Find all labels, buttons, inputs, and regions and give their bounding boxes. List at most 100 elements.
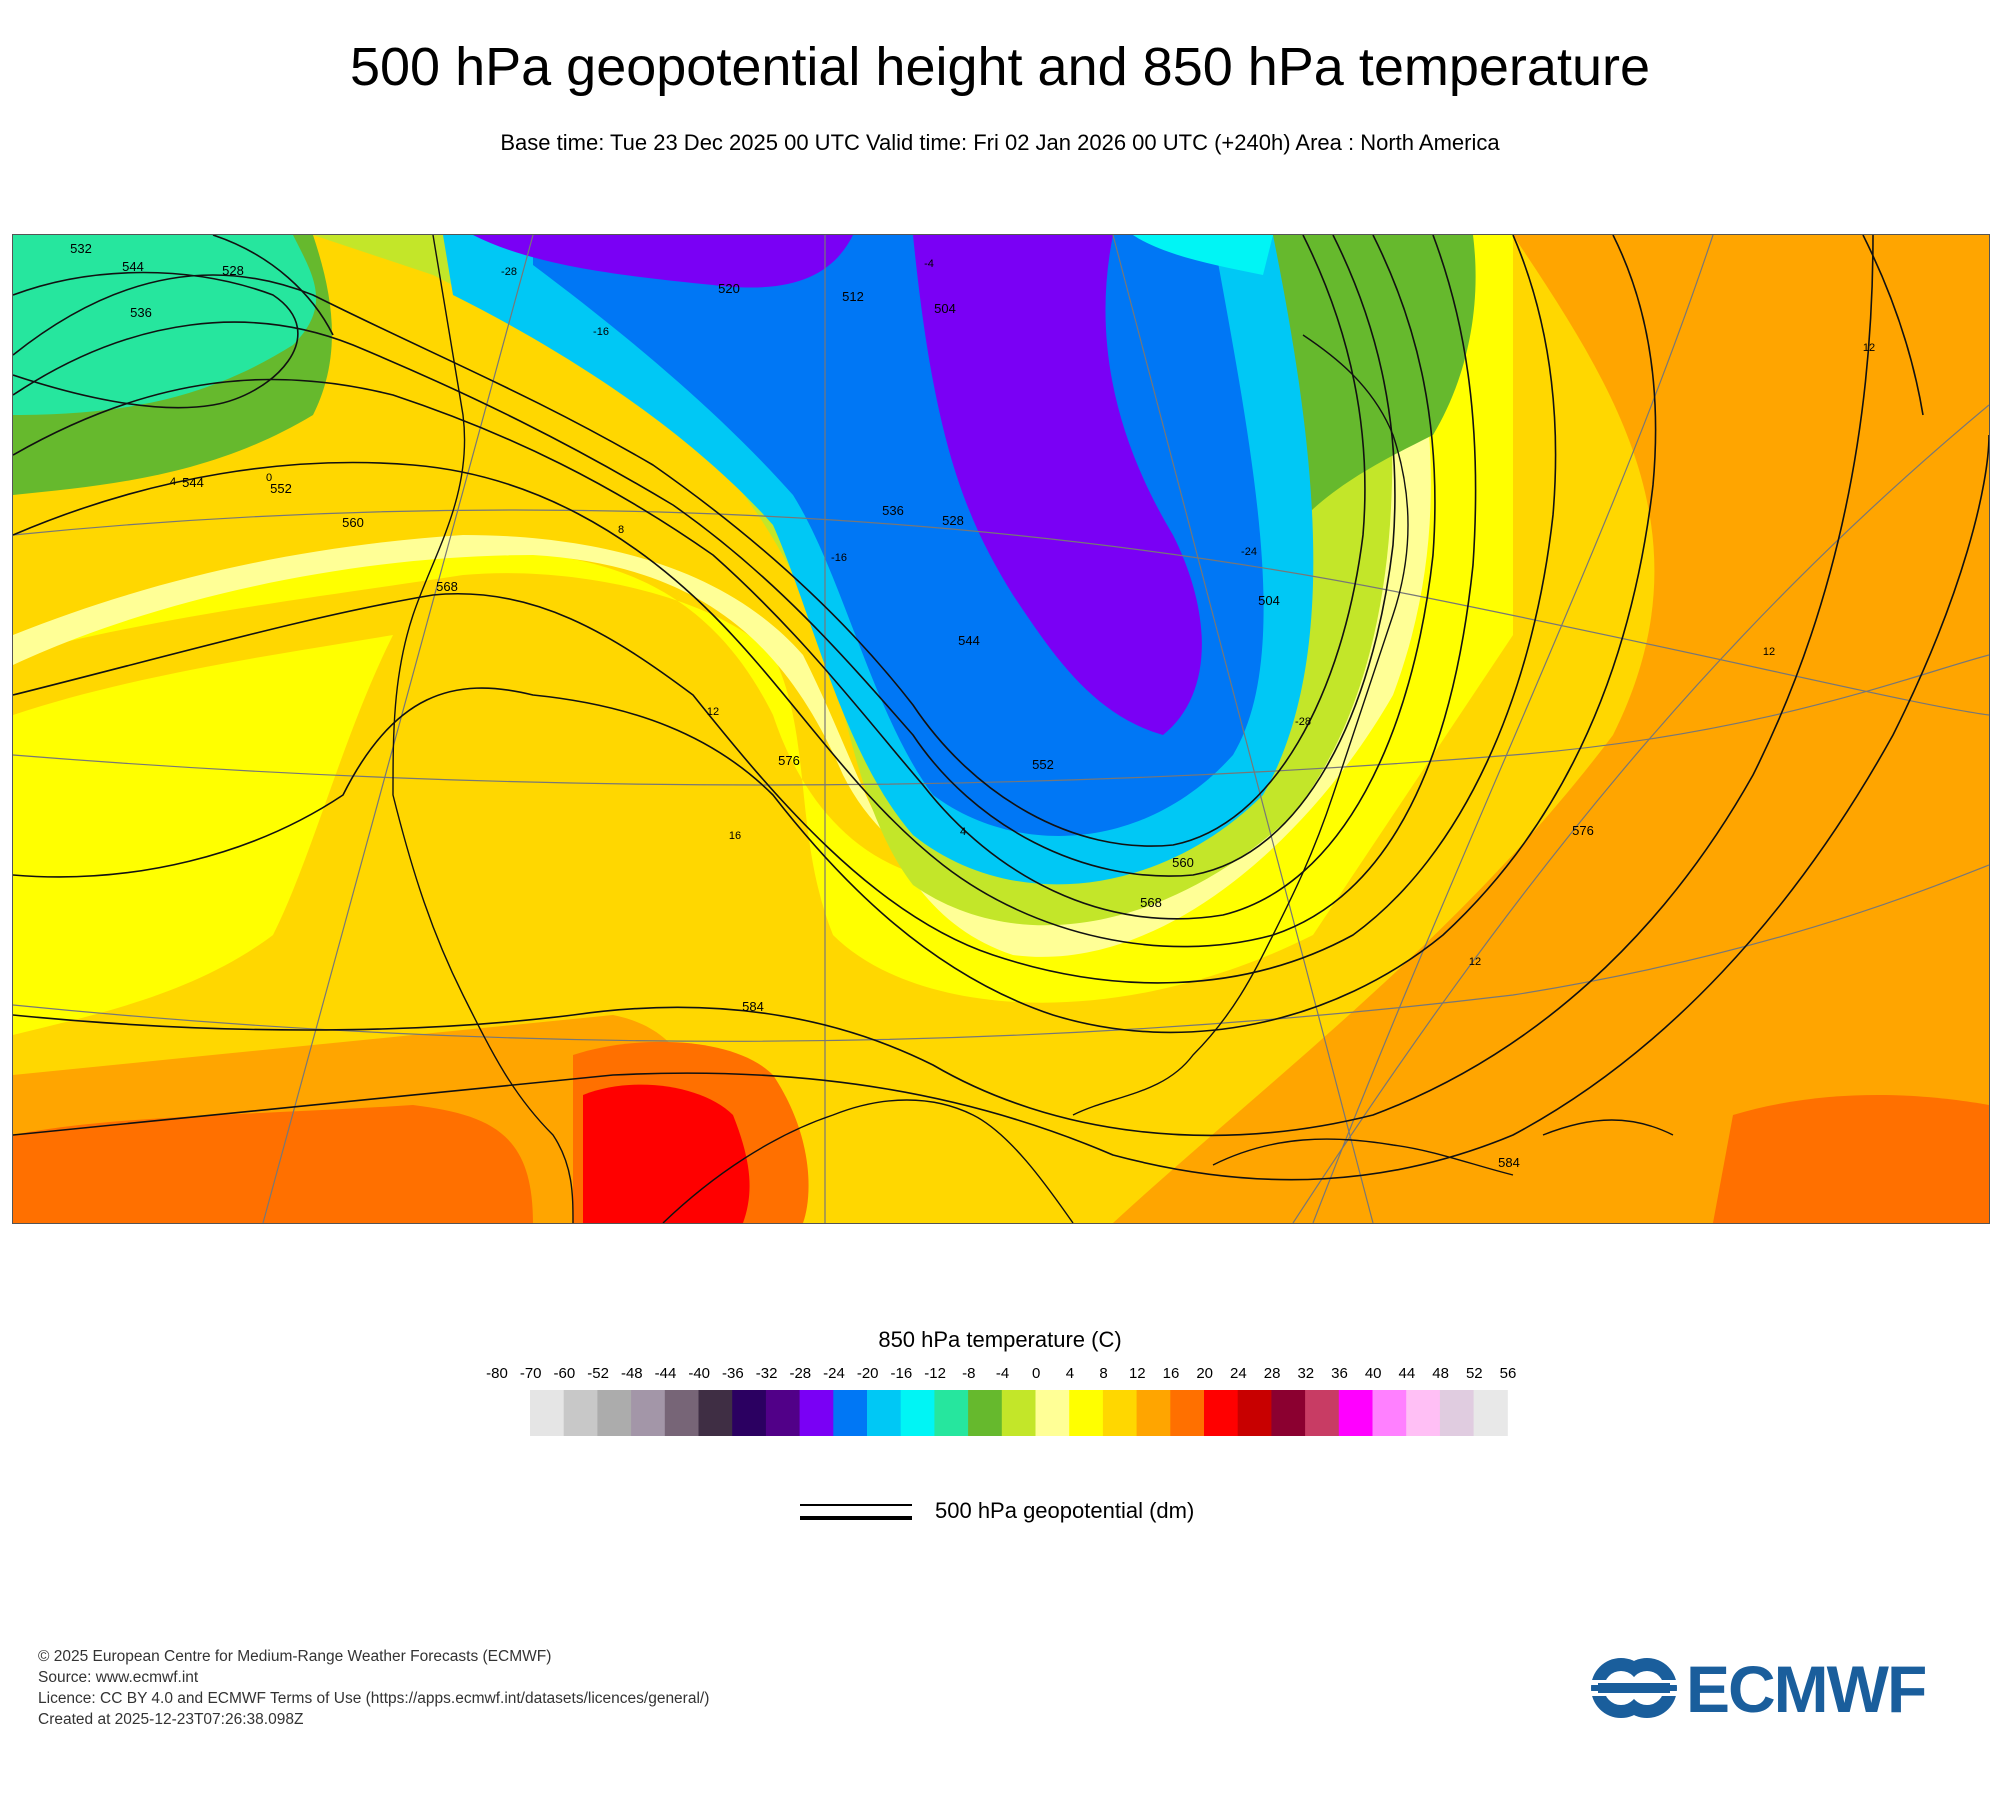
contour-label-group: 532 544 536 528 544 552 560 568 576 584 … [70, 241, 1594, 1170]
colorbar-tick-label: -8 [962, 1365, 975, 1382]
colorbar-tick-label: -80 [486, 1365, 508, 1382]
colorbar-tick-label: 40 [1365, 1365, 1382, 1382]
contour-label: 544 [182, 475, 204, 490]
temperature-label: 12 [1863, 342, 1875, 354]
colorbar-tick-label: -40 [688, 1365, 710, 1382]
colorbar-tick-label: -48 [621, 1365, 643, 1382]
forecast-map: 532 544 536 528 544 552 560 568 576 584 … [12, 234, 1990, 1224]
contour-label: 552 [1032, 757, 1054, 772]
colorbar-tick-label: -20 [857, 1365, 879, 1382]
colorbar-tick-label: 4 [1066, 1365, 1074, 1382]
contour-label: 576 [1572, 823, 1594, 838]
geopotential-legend-label: 500 hPa geopotential (dm) [935, 1498, 1195, 1523]
colorbar-tick-label: 32 [1297, 1365, 1314, 1382]
colorbar-tick-label: 44 [1399, 1365, 1416, 1382]
contour-label: 532 [70, 241, 92, 256]
colorbar-tick-label: -36 [722, 1365, 744, 1382]
colorbar-swatch [1069, 1390, 1104, 1436]
colorbar-tick-label: 52 [1466, 1365, 1483, 1382]
source-text: Source: www.ecmwf.int [38, 1669, 199, 1686]
colorbar-tick-label: 20 [1196, 1365, 1213, 1382]
contour-label: 536 [882, 503, 904, 518]
contour-label: 520 [718, 281, 740, 296]
ecmwf-logo: ECMWF [1588, 1652, 1968, 1726]
graticule-lines [13, 235, 1989, 1223]
licence-text: Licence: CC BY 4.0 and ECMWF Terms of Us… [38, 1690, 710, 1707]
contour-label: 504 [1258, 593, 1280, 608]
contour-label: 528 [942, 513, 964, 528]
colorbar-swatch [563, 1390, 598, 1436]
colorbar-tick-label: -28 [789, 1365, 811, 1382]
colorbar-swatch [530, 1390, 565, 1436]
contour-label: 512 [842, 289, 864, 304]
colorbar-tick-label: -44 [655, 1365, 677, 1382]
colorbar-swatch [631, 1390, 666, 1436]
copyright-text: © 2025 European Centre for Medium-Range … [38, 1648, 552, 1665]
temperature-label-group: -28 -16 4 0 8 12 12 12 16 12 -4 -16 -24 … [170, 258, 1875, 968]
temperature-label: 4 [170, 476, 176, 488]
colorbar-swatch [968, 1390, 1003, 1436]
colorbar-swatch [1271, 1390, 1306, 1436]
colorbar-tick-label: -16 [891, 1365, 913, 1382]
contour-label: 536 [130, 305, 152, 320]
colorbar-swatch [867, 1390, 902, 1436]
colorbar-swatch [833, 1390, 868, 1436]
colorbar-tick-label: 24 [1230, 1365, 1247, 1382]
chart-title: 500 hPa geopotential height and 850 hPa … [349, 37, 1650, 97]
colorbar-swatch [765, 1390, 801, 1436]
chart-subtitle: Base time: Tue 23 Dec 2025 00 UTC Valid … [500, 130, 1500, 155]
colorbar-swatch [1170, 1390, 1205, 1436]
contour-label: 560 [342, 515, 364, 530]
temperature-label: -16 [593, 326, 609, 338]
colorbar-tick-label: -70 [520, 1365, 542, 1382]
temperature-label: 12 [707, 706, 719, 718]
colorbar-swatch [1035, 1390, 1070, 1436]
colorbar-swatch [664, 1390, 699, 1436]
colorbar-swatch [934, 1390, 969, 1436]
contour-label: 552 [270, 481, 292, 496]
temperature-label: -16 [831, 552, 847, 564]
colorbar-swatch [1204, 1390, 1239, 1436]
colorbar-tick-label: 56 [1500, 1365, 1517, 1382]
colorbar-swatch [1473, 1390, 1508, 1436]
colorbar-swatch [1102, 1390, 1138, 1436]
colorbar-tick-label: -32 [756, 1365, 778, 1382]
temperature-legend-title: 850 hPa temperature (C) [878, 1327, 1122, 1352]
ecmwf-logo-text: ECMWF [1686, 1652, 1927, 1726]
colorbar-tick-label: 36 [1331, 1365, 1348, 1382]
contour-label: 560 [1172, 855, 1194, 870]
contour-label: 576 [778, 753, 800, 768]
colorbar-swatch [1305, 1390, 1340, 1436]
colorbar-tick-label: -4 [996, 1365, 1009, 1382]
footer-credits: © 2025 European Centre for Medium-Range … [38, 1646, 709, 1730]
colorbar-tick-label: -52 [587, 1365, 609, 1382]
colorbar-swatch [732, 1390, 767, 1436]
contour-label: 584 [1498, 1155, 1520, 1170]
colorbar-swatch [1406, 1390, 1441, 1436]
temperature-label: 16 [729, 830, 741, 842]
temperature-label: 12 [1469, 956, 1481, 968]
contour-label: 584 [742, 999, 764, 1014]
temperature-label: 12 [1763, 646, 1775, 658]
colorbar-tick-label: -60 [554, 1365, 576, 1382]
contour-label: 504 [934, 301, 956, 316]
contour-label: 568 [436, 579, 458, 594]
colorbar-swatch [1338, 1390, 1373, 1436]
temperature-colorbar: -80 -70 -60 -52 -48 -44 -40 -36 -32 -28 -24 -20 -16-… [486, 1365, 1517, 1436]
temperature-field [13, 235, 1989, 1223]
colorbar-swatch [1001, 1390, 1036, 1436]
temperature-label: -28 [1295, 716, 1311, 728]
contour-label: 528 [222, 263, 244, 278]
colorbar-swatch [1237, 1390, 1272, 1436]
colorbar-tick-label: 16 [1163, 1365, 1180, 1382]
temperature-label: 8 [618, 524, 624, 536]
created-text: Created at 2025-12-23T07:26:38.098Z [38, 1711, 304, 1728]
colorbar-swatch [597, 1390, 632, 1436]
contour-label: 544 [958, 633, 980, 648]
colorbar-tick-label: 28 [1264, 1365, 1281, 1382]
temperature-label: -28 [501, 266, 517, 278]
colorbar-tick-label: 0 [1032, 1365, 1040, 1382]
temperature-label: -24 [1241, 546, 1257, 558]
coastlines [392, 235, 1674, 1223]
colorbar-tick-label: 8 [1099, 1365, 1107, 1382]
